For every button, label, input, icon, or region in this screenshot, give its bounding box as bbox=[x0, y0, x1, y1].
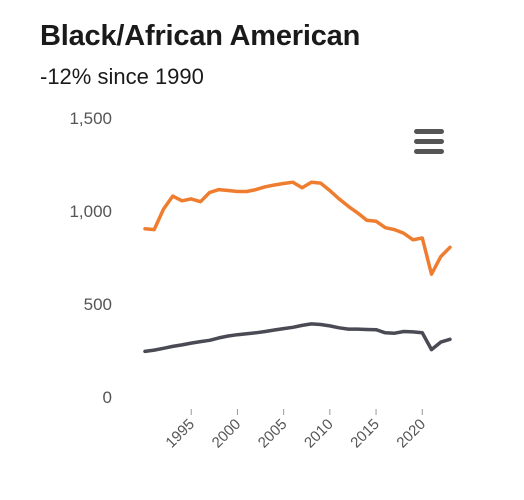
y-tick-label: 0 bbox=[103, 388, 112, 407]
x-tick-label: 2000 bbox=[209, 416, 245, 452]
x-axis: 1995 2000 2005 2010 2015 2020 bbox=[162, 409, 429, 451]
y-axis: 0 500 1,000 1,500 bbox=[69, 109, 112, 407]
chart-title: Black/African American bbox=[40, 20, 361, 52]
series-line-1 bbox=[143, 180, 452, 276]
x-tick-label: 2010 bbox=[301, 416, 337, 452]
y-tick-label: 500 bbox=[84, 295, 112, 314]
series-layer bbox=[143, 180, 452, 354]
x-tick-label: 1995 bbox=[162, 416, 198, 452]
x-tick-label: 2015 bbox=[347, 416, 383, 452]
chart-subtitle: -12% since 1990 bbox=[40, 64, 204, 89]
x-tick-label: 2020 bbox=[393, 416, 429, 452]
series-line-2 bbox=[143, 322, 452, 354]
y-tick-label: 1,000 bbox=[69, 202, 112, 221]
chart-menu-button[interactable] bbox=[410, 127, 446, 157]
y-tick-label: 1,500 bbox=[69, 109, 112, 128]
x-tick-label: 2005 bbox=[255, 416, 291, 452]
